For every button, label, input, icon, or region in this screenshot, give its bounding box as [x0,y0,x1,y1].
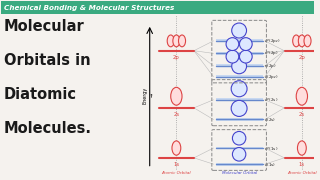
FancyBboxPatch shape [216,52,263,55]
Text: $\sigma$*(2p$_z$): $\sigma$*(2p$_z$) [264,37,281,45]
Text: $\sigma$(2p$_z$): $\sigma$(2p$_z$) [264,73,279,81]
Text: 1s: 1s [173,162,180,167]
Text: Energy: Energy [142,87,148,104]
Ellipse shape [231,81,247,97]
Text: 2s: 2s [173,112,180,117]
Text: Chemical Bonding & Molecular Structures: Chemical Bonding & Molecular Structures [4,4,174,11]
Text: Diatomic: Diatomic [4,87,77,102]
Ellipse shape [171,87,182,105]
Ellipse shape [298,141,306,155]
FancyBboxPatch shape [216,118,263,121]
Ellipse shape [231,100,247,116]
FancyBboxPatch shape [216,98,263,101]
Text: →: → [150,93,155,97]
FancyBboxPatch shape [216,75,263,78]
Text: $\sigma$(2s): $\sigma$(2s) [264,116,276,123]
Text: $\sigma$*(2s): $\sigma$*(2s) [264,96,278,103]
Text: Molecular Orbital: Molecular Orbital [221,171,257,175]
Text: Molecular: Molecular [4,19,84,34]
FancyBboxPatch shape [216,163,263,166]
Text: 2p: 2p [299,55,305,60]
Ellipse shape [172,141,181,155]
Text: 1s: 1s [299,162,305,167]
Ellipse shape [239,50,252,63]
Text: Atomic Orbital: Atomic Orbital [287,171,317,175]
Ellipse shape [304,35,311,47]
FancyBboxPatch shape [1,1,315,14]
Text: Atomic Orbital: Atomic Orbital [162,171,191,175]
FancyBboxPatch shape [216,64,263,67]
Ellipse shape [173,35,180,47]
FancyBboxPatch shape [216,39,263,42]
Text: Molecules.: Molecules. [4,121,92,136]
Text: $\sigma$*(1s): $\sigma$*(1s) [264,145,278,152]
Ellipse shape [239,38,252,51]
Text: 2p: 2p [173,55,180,60]
Ellipse shape [298,35,305,47]
Text: $\sigma$(1s): $\sigma$(1s) [264,161,276,168]
Ellipse shape [296,87,308,105]
Text: Orbitals in: Orbitals in [4,53,91,68]
FancyBboxPatch shape [216,147,263,149]
Ellipse shape [167,35,174,47]
Ellipse shape [232,59,246,74]
Text: $\pi$*(2p): $\pi$*(2p) [264,49,279,57]
Text: $\pi$(2p): $\pi$(2p) [264,62,277,70]
Text: 2s: 2s [299,112,305,117]
Ellipse shape [232,148,246,161]
Ellipse shape [293,35,300,47]
Ellipse shape [232,131,246,145]
Ellipse shape [179,35,186,47]
Ellipse shape [232,23,246,38]
Ellipse shape [226,38,239,51]
Ellipse shape [226,50,239,63]
